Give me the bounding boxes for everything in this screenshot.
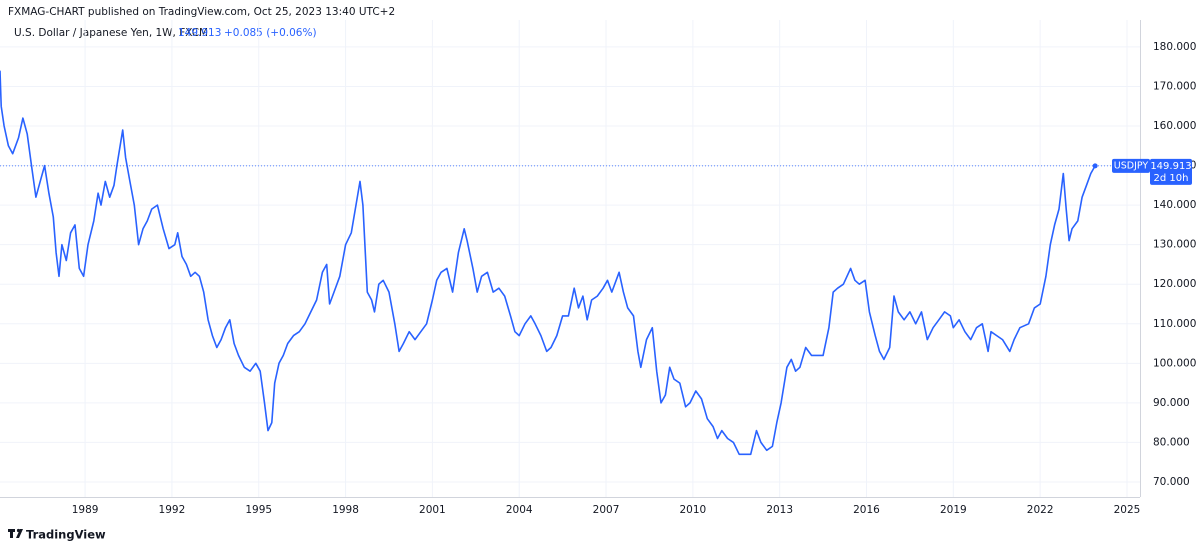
x-tick-label: 2019: [940, 504, 967, 516]
last-price: 149.913: [178, 27, 221, 39]
x-tick-label: 2001: [419, 504, 446, 516]
x-tick-label: 2004: [506, 504, 533, 516]
x-tick-label: 2007: [593, 504, 620, 516]
published-note: FXMAG-CHART published on TradingView.com…: [8, 6, 395, 18]
x-tick-label: 1989: [72, 504, 99, 516]
price-tag: [1150, 158, 1192, 185]
symbol-tag: [1112, 158, 1150, 173]
x-tick-label: 1992: [159, 504, 186, 516]
logo: [8, 528, 23, 538]
y-tick-label: 80.000: [1153, 436, 1190, 448]
symbol-label: USDJPY: [1114, 160, 1149, 171]
y-tick-label: 70.000: [1153, 476, 1190, 488]
x-tick-label: 2025: [1114, 504, 1141, 516]
price-line: [0, 70, 1096, 456]
y-tick-label: 160.000: [1153, 120, 1196, 132]
y-tick-label: 140.000: [1153, 199, 1196, 211]
y-tick-label: 130.000: [1153, 239, 1196, 251]
y-tick-label: 120.000: [1153, 278, 1196, 290]
price-change: +0.085 (+0.06%): [224, 27, 317, 39]
brand: TradingView: [26, 528, 106, 542]
y-tick-label: 90.000: [1153, 397, 1190, 409]
y-tick-label: 110.000: [1153, 318, 1196, 330]
y-tick-label: 180.000: [1153, 41, 1196, 53]
x-tick-label: 1995: [245, 504, 272, 516]
x-tick-label: 2010: [679, 504, 706, 516]
x-tick-label: 2022: [1027, 504, 1054, 516]
countdown-label: 2d 10h: [1154, 173, 1189, 184]
y-tick-label: 100.000: [1153, 357, 1196, 369]
last-point: [1092, 163, 1098, 169]
y-tick-label: 170.000: [1153, 80, 1196, 92]
chart-title: U.S. Dollar / Japanese Yen, 1W, FXCM: [14, 27, 208, 39]
x-tick-label: 1998: [332, 504, 359, 516]
x-tick-label: 2013: [766, 504, 793, 516]
x-tick-label: 2016: [853, 504, 880, 516]
grid: [0, 20, 1140, 497]
price-tag-label: 149.913: [1150, 161, 1191, 172]
